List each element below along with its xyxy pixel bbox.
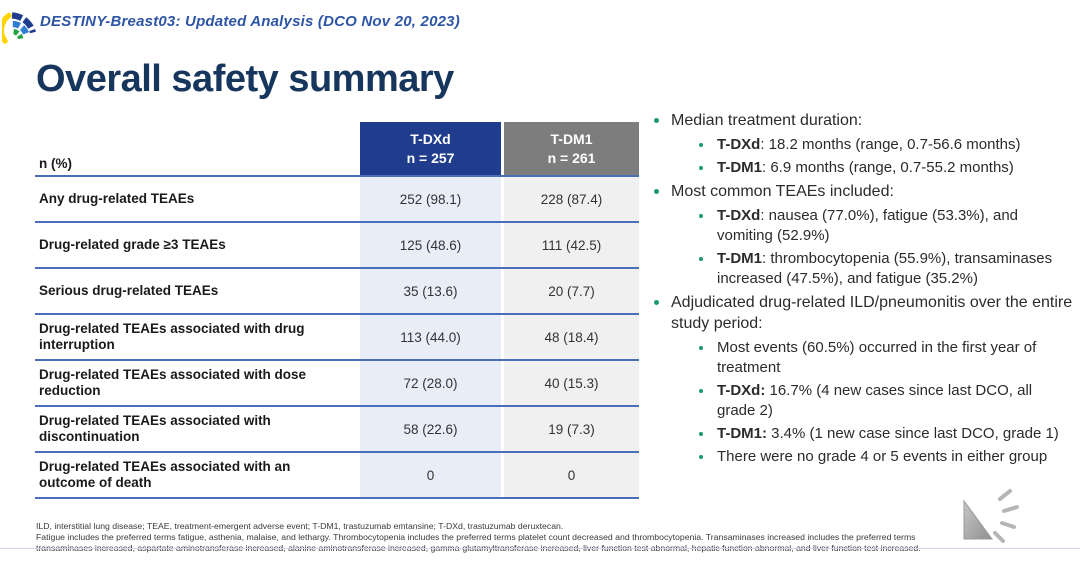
sub-bullet-text: T-DM1: 3.4% (1 new case since last DCO, …	[717, 424, 1074, 444]
bottom-divider	[0, 548, 1080, 549]
table-header-tdxd: T-DXd n = 257	[360, 122, 501, 175]
sub-bullet-text: There were no grade 4 or 5 events in eit…	[717, 447, 1074, 467]
tdxd-value: 72 (28.0)	[360, 361, 501, 405]
tdm1-value: 20 (7.7)	[501, 269, 639, 313]
bullet-item: Most common TEAEs included:	[648, 181, 1074, 202]
row-label: Drug-related TEAEs associated with drug …	[39, 320, 305, 352]
drug-label: T-DM1	[717, 250, 762, 267]
sub-bullet-rest: : 18.2 months (range, 0.7-56.6 months)	[760, 136, 1021, 153]
bullet-icon	[699, 346, 703, 350]
table-row: Drug-related TEAEs associated with an ou…	[35, 453, 639, 499]
tdxd-value: 252 (98.1)	[360, 177, 501, 221]
drug-label: T-DXd:	[717, 382, 766, 399]
sub-bullet-text: T-DXd: 18.2 months (range, 0.7-56.6 mont…	[717, 135, 1074, 155]
speaker-icon[interactable]	[962, 487, 1042, 547]
sub-bullet-text: T-DM1: 6.9 months (range, 0.7-55.2 month…	[717, 158, 1074, 178]
tdxd-column-name: T-DXd	[410, 130, 451, 147]
row-label: Serious drug-related TEAEs	[39, 282, 219, 298]
row-label: Any drug-related TEAEs	[39, 190, 195, 206]
table-row: Drug-related TEAEs associated with drug …	[35, 315, 639, 361]
row-label: Drug-related TEAEs associated with disco…	[39, 412, 271, 444]
bullet-icon	[653, 189, 659, 194]
footnote-line: Fatigue includes the preferred terms fat…	[36, 532, 916, 542]
summary-bullets: Median treatment duration: T-DXd: 18.2 m…	[648, 110, 1074, 470]
bullet-icon	[699, 166, 703, 170]
tdxd-value: 0	[360, 453, 501, 497]
tdm1-value: 111 (42.5)	[501, 223, 639, 267]
tdxd-column-n: n = 257	[406, 149, 455, 166]
table-row: Drug-related TEAEs associated with dose …	[35, 361, 639, 407]
deck-title: DESTINY-Breast03: Updated Analysis (DCO …	[40, 13, 460, 30]
tdxd-value: 58 (22.6)	[360, 407, 501, 451]
sub-bullet-item: T-DXd: nausea (77.0%), fatigue (53.3%), …	[694, 206, 1074, 246]
tdxd-value: 125 (48.6)	[360, 223, 501, 267]
sub-bullet-text: Most events (60.5%) occurred in the firs…	[717, 338, 1074, 378]
table-header-row: n (%) T-DXd n = 257 T-DM1 n = 261	[35, 122, 639, 177]
tdm1-value: 0	[501, 453, 639, 497]
tdm1-value: 40 (15.3)	[501, 361, 639, 405]
drug-label: T-DXd	[717, 136, 761, 153]
row-label: Drug-related grade ≥3 TEAEs	[39, 236, 226, 252]
footnote-line: ILD, interstitial lung disease; TEAE, tr…	[36, 521, 564, 531]
tdm1-column-name: T-DM1	[550, 130, 593, 147]
bullet-icon	[699, 389, 703, 393]
sabcs-fan-logo-icon	[2, 12, 36, 44]
sub-bullet-rest: There were no grade 4 or 5 events in eit…	[717, 448, 1048, 465]
sub-bullet-item: T-DM1: 3.4% (1 new case since last DCO, …	[694, 424, 1074, 444]
bullet-text: Adjudicated drug-related ILD/pneumonitis…	[671, 294, 1073, 332]
bullet-item: Median treatment duration:	[648, 110, 1074, 131]
bullet-icon	[699, 432, 703, 436]
bullet-item: Adjudicated drug-related ILD/pneumonitis…	[648, 292, 1074, 334]
table-row: Serious drug-related TEAEs 35 (13.6) 20 …	[35, 269, 639, 315]
sub-bullet-rest: : 6.9 months (range, 0.7-55.2 months)	[762, 159, 1014, 176]
bullet-text: Most common TEAEs included:	[671, 183, 894, 200]
sub-bullet-text: T-DXd: nausea (77.0%), fatigue (53.3%), …	[717, 206, 1074, 246]
tdxd-value: 35 (13.6)	[360, 269, 501, 313]
sub-bullet-rest: : thrombocytopenia (55.9%), transaminase…	[717, 250, 1053, 287]
table-row: Any drug-related TEAEs 252 (98.1) 228 (8…	[35, 177, 639, 223]
drug-label: T-DM1	[717, 159, 762, 176]
bullet-icon	[699, 257, 703, 261]
sub-bullet-item: T-DM1: 6.9 months (range, 0.7-55.2 month…	[694, 158, 1074, 178]
sub-bullet-item: Most events (60.5%) occurred in the firs…	[694, 338, 1074, 378]
sub-bullet-item: T-DXd: 18.2 months (range, 0.7-56.6 mont…	[694, 135, 1074, 155]
tdm1-value: 228 (87.4)	[501, 177, 639, 221]
table-header-tdm1: T-DM1 n = 261	[501, 122, 639, 175]
tdm1-value: 19 (7.3)	[501, 407, 639, 451]
table-row: Drug-related TEAEs associated with disco…	[35, 407, 639, 453]
drug-label: T-DM1:	[717, 425, 767, 442]
sub-bullet-text: T-DXd: 16.7% (4 new cases since last DCO…	[717, 381, 1074, 421]
sub-bullet-item: T-DXd: 16.7% (4 new cases since last DCO…	[694, 381, 1074, 421]
bullet-icon	[699, 143, 703, 147]
row-label: Drug-related TEAEs associated with dose …	[39, 366, 307, 398]
drug-label: T-DXd	[717, 207, 761, 224]
sub-bullet-item: T-DM1: thrombocytopenia (55.9%), transam…	[694, 249, 1074, 289]
sub-bullet-text: T-DM1: thrombocytopenia (55.9%), transam…	[717, 249, 1074, 289]
bullet-icon	[653, 300, 659, 305]
table-header-n-pct: n (%)	[39, 156, 72, 171]
sub-bullet-rest: : nausea (77.0%), fatigue (53.3%), and v…	[717, 207, 1019, 244]
tdm1-value: 48 (18.4)	[501, 315, 639, 359]
bullet-text: Median treatment duration:	[671, 112, 863, 129]
bullet-icon	[699, 455, 703, 459]
bullet-icon	[699, 214, 703, 218]
sub-bullet-item: There were no grade 4 or 5 events in eit…	[694, 447, 1074, 467]
sub-bullet-rest: Most events (60.5%) occurred in the firs…	[717, 339, 1037, 376]
page-title: Overall safety summary	[36, 58, 454, 100]
tdm1-column-n: n = 261	[547, 149, 596, 166]
tdxd-value: 113 (44.0)	[360, 315, 501, 359]
sub-bullet-rest: 3.4% (1 new case since last DCO, grade 1…	[767, 425, 1059, 442]
footnotes: ILD, interstitial lung disease; TEAE, tr…	[36, 521, 1044, 554]
sub-bullet-rest: 16.7% (4 new cases since last DCO, all g…	[717, 382, 1033, 419]
safety-table: n (%) T-DXd n = 257 T-DM1 n = 261 Any dr…	[35, 122, 639, 499]
bullet-icon	[653, 118, 659, 123]
table-row: Drug-related grade ≥3 TEAEs 125 (48.6) 1…	[35, 223, 639, 269]
top-bar: DESTINY-Breast03: Updated Analysis (DCO …	[0, 0, 1080, 48]
row-label: Drug-related TEAEs associated with an ou…	[39, 458, 291, 490]
